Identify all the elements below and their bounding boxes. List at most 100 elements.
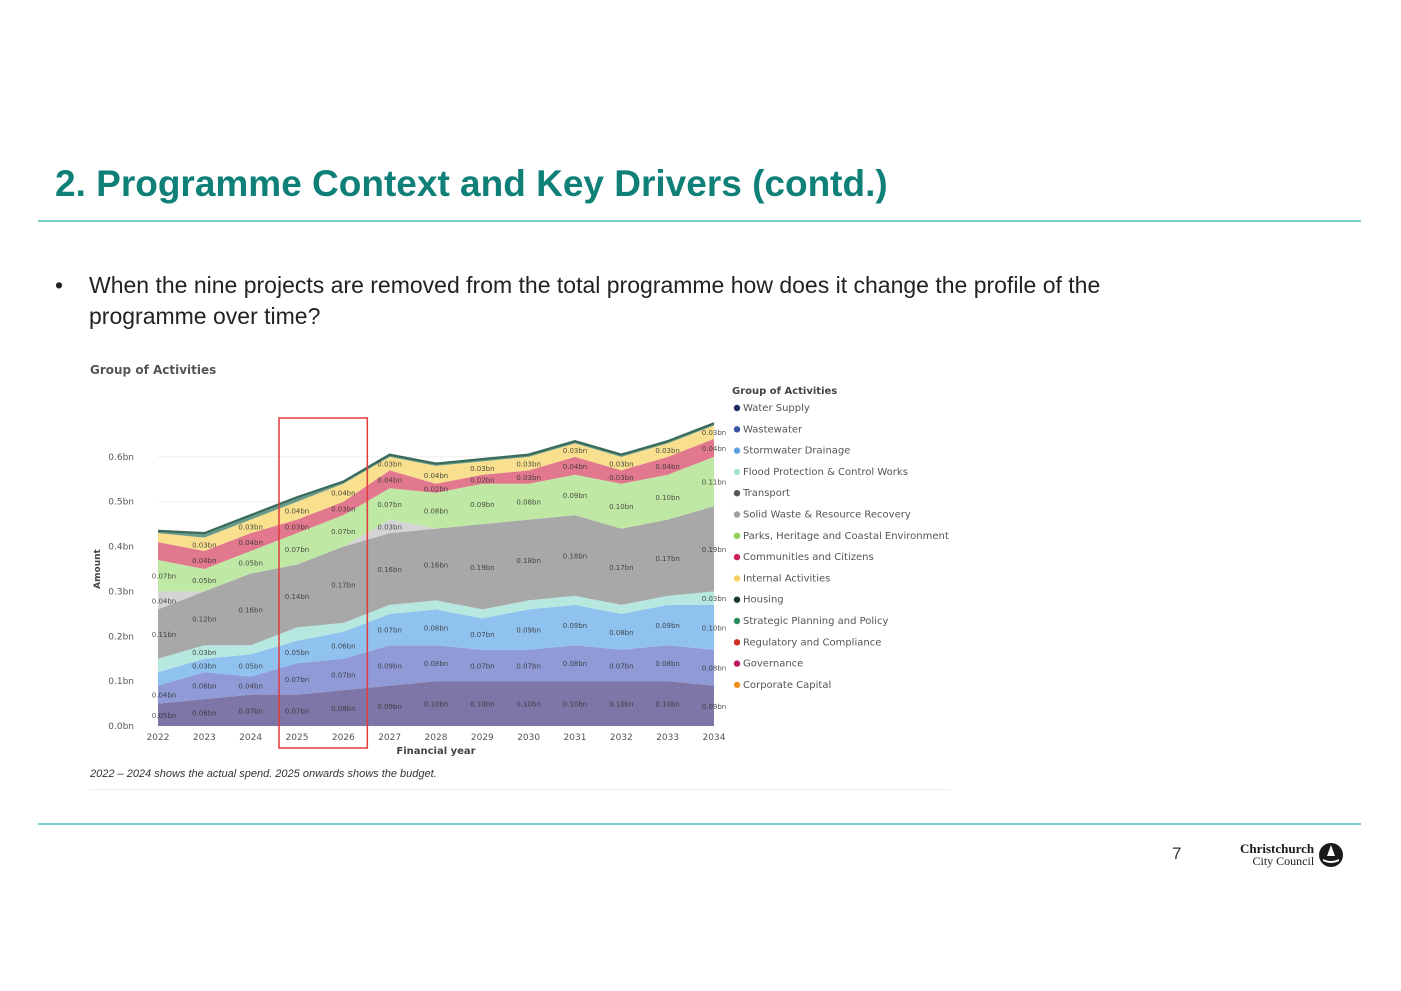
data-label: 0.08bn (563, 660, 587, 668)
x-tick-label: 2033 (656, 733, 679, 743)
x-tick-label: 2034 (703, 733, 726, 743)
data-label: 0.02bn (470, 476, 494, 484)
data-label: 0.10bn (424, 701, 448, 709)
data-label: 0.05bn (285, 649, 309, 657)
legend-title: Group of Activities (732, 386, 837, 397)
area-wastewater (158, 645, 714, 704)
data-label: 0.18bn (563, 553, 587, 561)
logo-line-1: Christchurch (1240, 841, 1315, 856)
data-label: 0.07bn (377, 501, 401, 509)
data-label: 0.07bn (152, 573, 176, 581)
x-tick-label: 2029 (471, 733, 494, 743)
data-label: 0.19bn (702, 546, 726, 554)
data-label: 0.09bn (563, 492, 587, 500)
data-label: 0.03bn (655, 447, 679, 455)
data-label: 0.16bn (377, 566, 401, 574)
area-stormwater-drainage (158, 604, 714, 686)
legend-marker (733, 553, 741, 561)
x-tick-label: 2030 (517, 733, 540, 743)
y-tick-label: 0.1bn (108, 677, 134, 687)
data-label: 0.02bn (424, 485, 448, 493)
legend-marker (733, 468, 741, 476)
total-outline (157, 422, 715, 535)
data-label: 0.08bn (609, 629, 633, 637)
data-label: 0.08bn (655, 660, 679, 668)
data-label: 0.10bn (655, 701, 679, 709)
data-label: 0.17bn (331, 582, 355, 590)
legend-marker (733, 490, 741, 497)
bullet-text: When the nine projects are removed from … (89, 272, 1101, 329)
y-tick-label: 0.4bn (108, 543, 134, 553)
legend-marker (733, 532, 741, 539)
data-label: 0.16bn (424, 562, 448, 570)
data-label: 0.04bn (238, 683, 262, 691)
title-divider (38, 220, 1361, 222)
data-label: 0.05bn (192, 577, 216, 585)
data-label: 0.19bn (470, 564, 494, 572)
legend-item: Corporate Capital (743, 680, 831, 691)
data-label: 0.03bn (516, 474, 540, 482)
data-label: 0.03bn (702, 595, 726, 603)
legend-marker (733, 404, 741, 412)
legend-item: Water Supply (743, 403, 810, 414)
data-label: 0.08bn (424, 660, 448, 668)
area-parks-heritage-and-coastal-environment (158, 456, 714, 592)
logo-line-2: City Council (1252, 854, 1315, 868)
page-number: 7 (1172, 844, 1182, 863)
legend-item: Regulatory and Compliance (743, 637, 881, 648)
stacked-area-chart: Group of Activities 0.0bn 0.1bn 0.2bn 0.3bn 0… (90, 363, 949, 757)
data-label: 0.04bn (152, 597, 176, 605)
data-label: 0.04bn (377, 476, 401, 484)
legend-item: Flood Protection & Control Works (743, 467, 908, 478)
data-label: 0.03bn (192, 541, 216, 549)
cathedral-logo-icon (1319, 843, 1344, 867)
legend-marker (733, 596, 741, 603)
data-label: 0.08bn (702, 665, 726, 673)
data-label: 0.04bn (331, 490, 355, 498)
legend-marker (733, 426, 741, 433)
data-label: 0.05bn (238, 559, 262, 567)
area-internal-activities (158, 425, 714, 552)
area-water-supply (158, 681, 714, 726)
data-label: 0.07bn (470, 662, 494, 670)
data-label: 0.08bn (331, 705, 355, 713)
data-label: 0.04bn (563, 463, 587, 471)
data-label: 0.08bn (424, 624, 448, 632)
legend-item: Communities and Citizens (743, 552, 874, 563)
y-tick-label: 0.0bn (108, 722, 134, 732)
logo-text: Christchurch City Council (1240, 842, 1314, 868)
data-label: 0.09bn (377, 662, 401, 670)
data-label: 0.06bn (331, 642, 355, 650)
legend-marker (733, 639, 741, 646)
legend-item: Internal Activities (743, 573, 830, 584)
data-label: 0.08bn (516, 499, 540, 507)
y-tick-label: 0.5bn (108, 498, 134, 508)
chart-title: Group of Activities (90, 363, 216, 377)
data-label: 0.10bn (470, 701, 494, 709)
data-label: 0.03bn (563, 447, 587, 455)
area-flood-protection-control-works (158, 591, 714, 673)
data-label: 0.04bn (285, 508, 309, 516)
data-label: 0.10bn (516, 701, 540, 709)
data-label: 0.09bn (655, 622, 679, 630)
data-label: 0.04bn (655, 463, 679, 471)
chart-footnote: 2022 – 2024 shows the actual spend. 2025… (90, 768, 437, 780)
y-tick-label: 0.2bn (108, 632, 134, 642)
data-label: 0.06bn (192, 710, 216, 718)
data-label: 0.03bn (192, 649, 216, 657)
data-label: 0.09bn (516, 627, 540, 635)
y-tick-label: 0.3bn (108, 587, 134, 597)
x-tick-label: 2022 (147, 733, 170, 743)
legend-marker (733, 617, 741, 625)
data-label: 0.05bn (152, 712, 176, 720)
data-label: 0.03bn (702, 429, 726, 437)
data-label: 0.03bn (377, 523, 401, 531)
council-logo: Christchurch City Council (1240, 842, 1344, 868)
data-label: 0.03bn (516, 461, 540, 469)
x-tick-label: 2031 (564, 733, 587, 743)
data-label: 0.10bn (609, 701, 633, 709)
x-tick-label: 2027 (378, 733, 401, 743)
data-label: 0.10bn (563, 701, 587, 709)
data-label: 0.03bn (331, 505, 355, 513)
data-label: 0.07bn (238, 707, 262, 715)
